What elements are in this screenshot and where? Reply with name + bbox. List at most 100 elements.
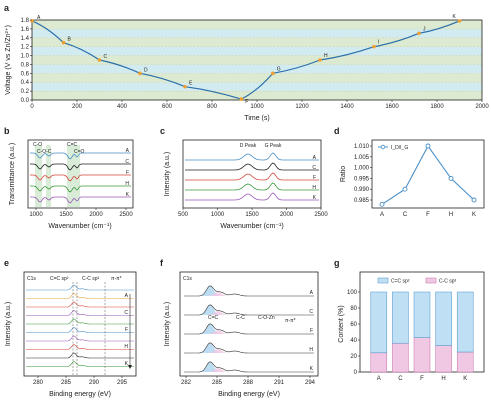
c-curve-K (185, 192, 319, 201)
f-fill-sp3-C (200, 311, 250, 315)
c-ylabel: Intensity (a.u.) (164, 152, 171, 196)
a-yticks: 0.0 0.2 0.4 0.6 0.8 1.0 1.2 1.4 1.6 1.8 (21, 18, 32, 104)
b-xtick-0: 1000 (29, 212, 43, 218)
e-curve-7 (26, 344, 134, 350)
f-series-label-A: A (310, 290, 314, 296)
a-xtick-8: 1600 (385, 104, 399, 110)
f-annot-cc: C=C (208, 315, 219, 321)
f-fill-sp3-F (200, 330, 250, 334)
c-curve-H (185, 182, 319, 191)
e-curve-1 (26, 293, 134, 299)
g-bar-sp2-C (392, 291, 409, 344)
g-bar-sp3-A (370, 352, 388, 373)
b-xtick-1: 1500 (59, 212, 73, 218)
f-series-label-C: C (309, 309, 313, 315)
a-point-label-F: F (245, 99, 248, 105)
e-curve-6 (26, 335, 134, 342)
e-curves: A C F H K (26, 284, 134, 367)
d-points (379, 143, 477, 207)
e-curve-0 (26, 284, 134, 291)
g-legend-sp3-swatch (425, 277, 437, 284)
f-curves: A C F H K (184, 285, 314, 373)
c-series-label-A: A (313, 155, 317, 161)
a-ytick-0: 0.0 (21, 98, 30, 104)
f-xtick-1: 285 (212, 380, 223, 386)
a-point-label-G: G (277, 66, 281, 72)
g-bars (370, 291, 474, 373)
e-series-label-C: C (124, 310, 128, 316)
f-annot-c-c: C-C (236, 315, 245, 321)
b-curve-K (30, 196, 131, 204)
g-bar-sp2-F (413, 291, 431, 338)
b-xlabel: Wavenumber (cm⁻¹) (48, 223, 111, 230)
e-annot-sp2: C=C sp² (50, 276, 69, 282)
c-curve-C (185, 162, 319, 171)
f-curve-C (184, 304, 314, 316)
a-point-label-I: I (378, 40, 379, 46)
e-series-label-K: K (125, 361, 129, 367)
b-series-label-K: K (126, 192, 130, 198)
panel-f-label: f (160, 258, 164, 268)
a-band-4 (32, 55, 482, 65)
a-point-label-A: A (37, 15, 41, 21)
g-ytick-0: 0 (354, 370, 358, 376)
a-point-D (138, 71, 142, 76)
f-series-label-F: F (310, 328, 313, 334)
a-point-G (270, 71, 275, 76)
panel-c-label: c (160, 126, 165, 136)
e-xtick-1: 285 (61, 380, 72, 386)
panel-e-label: e (4, 258, 9, 268)
panel-d-label: d (334, 126, 340, 136)
d-ytick-3: 1.000 (354, 166, 370, 172)
f-annot-pi: π-π* (285, 318, 296, 324)
e-xticks: 280 285 290 295 (33, 376, 128, 386)
a-point-label-B: B (68, 37, 72, 43)
g-ytick-3: 60 (350, 322, 357, 328)
f-fill-sp3-K (200, 368, 250, 372)
d-xtick-2: F (426, 212, 430, 218)
g-bar-sp3-K (456, 351, 474, 373)
f-series-label-K: K (310, 366, 314, 372)
d-xtick-3: H (449, 212, 453, 218)
c-annot-d: D Peak (240, 143, 257, 149)
g-ylabel: Content (%) (338, 305, 345, 342)
a-point-label-D: D (144, 67, 148, 73)
a-point-H (318, 58, 322, 62)
b-band-co (35, 145, 42, 207)
b-ylabel: Transmittance (a.u.) (9, 143, 16, 205)
d-xtick-0: A (380, 212, 384, 218)
e-series-label-F: F (125, 327, 128, 333)
c-series-label-C: C (312, 165, 316, 171)
e-annot-pi: π-π* (111, 276, 122, 282)
d-legend-text: I_D/I_G (391, 145, 408, 151)
a-ytick-1: 0.2 (21, 89, 30, 95)
a-xlabel: Time (s) (244, 115, 269, 122)
d-ytick-2: 0.995 (354, 176, 370, 182)
a-point-K (457, 19, 462, 23)
f-ylabel: Intensity (a.u.) (164, 302, 171, 346)
e-xlabel: Binding energy (eV) (49, 391, 111, 398)
c-curve-A (185, 152, 319, 161)
d-ytick-5: 1.010 (354, 144, 370, 150)
g-ytick-1: 20 (350, 354, 357, 360)
f-fill-sp2-K (186, 362, 260, 372)
c-xticks: 500 1000 1500 2000 2500 (178, 208, 328, 218)
d-ylabel: Ratio (340, 166, 347, 182)
d-point-A (379, 201, 385, 207)
g-bar-sp2-H (435, 291, 452, 346)
g-bar-sp2-K (456, 291, 474, 353)
b-series-label-C: C (125, 159, 129, 165)
a-point-F (239, 97, 244, 101)
a-xtick-0: 0 (30, 104, 34, 110)
f-xtick-0: 282 (181, 380, 192, 386)
e-xtick-2: 290 (89, 380, 100, 386)
b-xtick-3: 2500 (119, 212, 133, 218)
a-xtick-7: 1400 (340, 104, 354, 110)
c-frame (182, 139, 322, 209)
e-curve-4 (26, 318, 134, 325)
f-fill-sp2-A (186, 286, 260, 296)
b-series-label-A: A (126, 148, 130, 154)
